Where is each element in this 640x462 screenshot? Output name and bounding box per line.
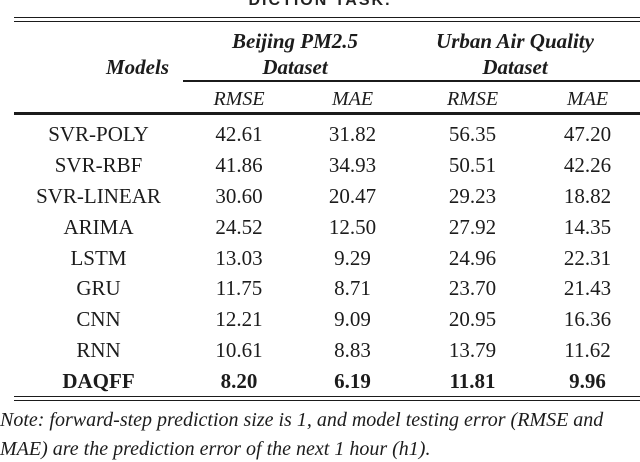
subheader-beijing-mae: MAE (331, 88, 374, 110)
group-header-beijing-line1: Beijing PM2.5 (231, 29, 358, 53)
urban-mae-value: 14.35 (563, 215, 612, 239)
table-top-double-rule (14, 17, 640, 22)
beijing-rmse-value: 30.60 (215, 184, 263, 208)
table-row: ARIMA 24.52 12.50 27.92 14.35 (0, 214, 640, 240)
subheader-urban-mae: MAE (566, 88, 609, 110)
table-row: GRU 11.75 8.71 23.70 21.43 (0, 275, 640, 301)
model-name: LSTM (70, 246, 127, 270)
beijing-mae-value: 8.71 (334, 276, 371, 300)
beijing-mae-value: 9.29 (334, 246, 371, 270)
beijing-mae-value: 34.93 (328, 153, 377, 177)
subheader-beijing-rmse: RMSE (213, 88, 265, 110)
model-name: ARIMA (63, 215, 134, 239)
urban-mae-value: 11.62 (564, 338, 611, 362)
beijing-rmse-value: 11.75 (215, 276, 263, 300)
beijing-mae-value: 31.82 (328, 122, 377, 146)
table-note-line1: Note: forward-step prediction size is 1,… (0, 409, 604, 431)
model-name: SVR-POLY (48, 122, 149, 146)
beijing-rmse-value: 8.20 (220, 369, 258, 393)
table-row: LSTM 13.03 9.29 24.96 22.31 (0, 245, 640, 271)
urban-rmse-value: 13.79 (448, 338, 497, 362)
model-name: SVR-LINEAR (36, 184, 161, 208)
group-header-urban-line2: Dataset (482, 55, 548, 79)
group-header-urban-line1: Urban Air Quality (436, 29, 594, 53)
table-row: SVR-LINEAR 30.60 20.47 29.23 18.82 (0, 183, 640, 209)
urban-rmse-value: 50.51 (448, 153, 497, 177)
table-caption-text: DICTION TASK. (0, 0, 640, 8)
table-bottom-double-rule (14, 396, 640, 401)
model-name: RNN (76, 338, 121, 362)
group-header-underline-rule (183, 80, 640, 82)
urban-mae-value: 21.43 (563, 276, 612, 300)
subheader-urban-rmse: RMSE (446, 88, 499, 110)
table-caption-fragment: DICTION TASK. (0, 0, 640, 8)
beijing-rmse-value: 24.52 (215, 215, 263, 239)
urban-rmse-value: 24.96 (448, 246, 497, 270)
beijing-rmse-value: 13.03 (215, 246, 263, 270)
urban-mae-value: 22.31 (563, 246, 612, 270)
table-row: SVR-RBF 41.86 34.93 50.51 42.26 (0, 152, 640, 178)
table-row: SVR-POLY 42.61 31.82 56.35 47.20 (0, 121, 640, 147)
model-name: DAQFF (62, 369, 135, 393)
beijing-rmse-value: 10.61 (215, 338, 263, 362)
urban-rmse-value: 29.23 (448, 184, 497, 208)
beijing-mae-value: 12.50 (328, 215, 377, 239)
group-header-beijing-line2: Dataset (262, 55, 328, 79)
urban-mae-value: 16.36 (563, 307, 612, 331)
model-name: CNN (76, 307, 121, 331)
beijing-mae-value: 8.83 (334, 338, 371, 362)
urban-rmse-value: 23.70 (448, 276, 497, 300)
beijing-mae-value: 6.19 (334, 369, 371, 393)
beijing-rmse-value: 42.61 (215, 122, 263, 146)
table-row: CNN 12.21 9.09 20.95 16.36 (0, 306, 640, 332)
model-name: SVR-RBF (54, 153, 143, 177)
beijing-rmse-value: 12.21 (215, 307, 263, 331)
table-note-line2: MAE) are the prediction error of the nex… (0, 438, 431, 460)
urban-rmse-value: 56.35 (448, 122, 497, 146)
beijing-mae-value: 20.47 (328, 184, 377, 208)
model-name: GRU (76, 276, 121, 300)
urban-rmse-value: 27.92 (448, 215, 497, 239)
urban-rmse-value: 20.95 (448, 307, 497, 331)
urban-mae-value: 9.96 (569, 369, 606, 393)
header-separator-rule (14, 112, 640, 115)
column-header-models: Models (106, 55, 169, 79)
urban-mae-value: 47.20 (563, 122, 612, 146)
beijing-mae-value: 9.09 (334, 307, 371, 331)
urban-rmse-value: 11.81 (449, 369, 496, 393)
urban-mae-value: 18.82 (563, 184, 612, 208)
table-row: RNN 10.61 8.83 13.79 11.62 (0, 337, 640, 363)
table-row-daqff-best: DAQFF 8.20 6.19 11.81 9.96 (0, 368, 640, 394)
urban-mae-value: 42.26 (563, 153, 612, 177)
beijing-rmse-value: 41.86 (215, 153, 263, 177)
